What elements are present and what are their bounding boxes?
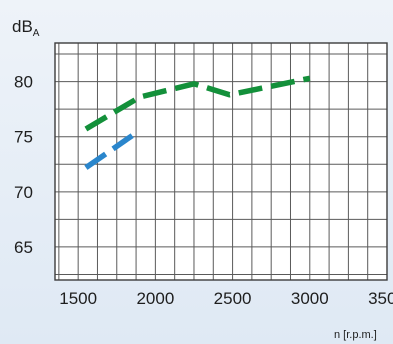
y-tick-label: 75 <box>14 128 33 147</box>
y-tick-label: 70 <box>14 183 33 202</box>
series-line-2 <box>84 133 134 170</box>
y-tick-label: 65 <box>14 238 33 257</box>
plot-background <box>55 43 387 280</box>
x-tick-label: 3000 <box>291 289 329 308</box>
x-tick-label: 1500 <box>59 289 97 308</box>
x-axis-title: n [r.p.m.] <box>334 329 377 341</box>
plot-frame <box>54 42 388 281</box>
grid <box>55 43 387 280</box>
y-axis-unit: dB <box>12 17 33 36</box>
x-tick-label: 2500 <box>214 289 252 308</box>
x-tick-labels: 1500 2000 2500 3000 3500 <box>59 289 393 308</box>
y-tick-labels: 65 70 75 80 <box>14 73 33 257</box>
series-layer <box>84 75 311 170</box>
x-tick-label: 2000 <box>136 289 174 308</box>
series-line-1 <box>84 75 311 132</box>
x-tick-label: 3500 <box>368 289 393 308</box>
y-axis-title: dBA <box>12 17 40 39</box>
y-axis-unit-subscript: A <box>33 28 40 39</box>
y-tick-label: 80 <box>14 73 33 92</box>
